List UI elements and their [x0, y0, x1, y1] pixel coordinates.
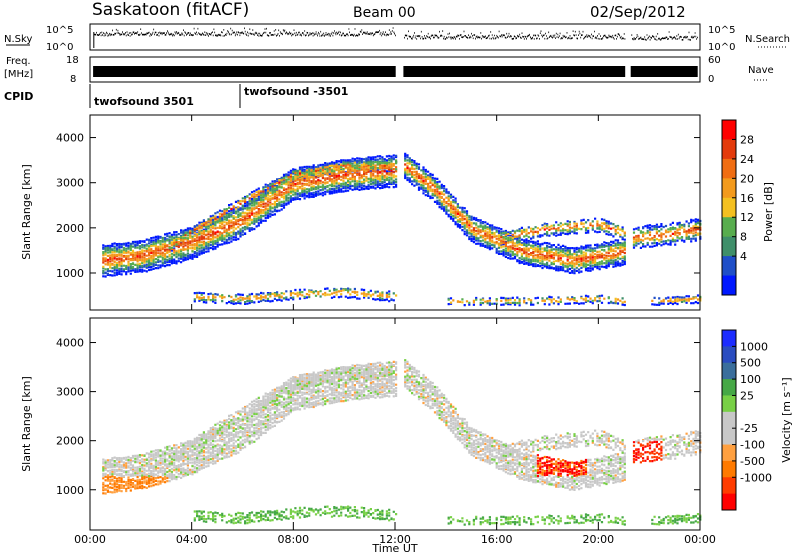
power-cbar-tick: 8: [740, 231, 747, 244]
range-tick-label: 4000: [56, 337, 84, 350]
velocity-cbar-tick: 500: [740, 357, 761, 370]
power-cbar-tick: 24: [740, 153, 754, 166]
range-tick-label: 1000: [56, 484, 84, 497]
power-ylabel: Slant Range [km]: [20, 164, 33, 260]
range-tick-label: 3000: [56, 177, 84, 190]
time-axis: 00:00 04:00 08:00 12:00 16:00 20:00 00:00: [74, 115, 716, 546]
time-tick-label: 20:00: [582, 533, 614, 546]
time-axis-label: Time UT: [371, 542, 417, 554]
figure-title: Saskatoon (fitACF): [92, 0, 249, 20]
power-cbar-label: Power [dB]: [762, 182, 775, 242]
freq-label: Freq.: [6, 56, 31, 67]
nave-label: Nave: [748, 65, 774, 76]
nsky-label: N.Sky: [4, 34, 32, 45]
nave-tick-bottom: 0: [708, 74, 714, 85]
nsearch-tick-top: 10^5: [708, 25, 735, 36]
range-tick-label: 2000: [56, 435, 84, 448]
velocity-cbar-tick: 25: [740, 389, 754, 402]
velocity-cbar-tick: -25: [740, 422, 758, 435]
time-tick-label: 00:00: [74, 533, 106, 546]
velocity-cbar-tick: 100: [740, 373, 761, 386]
time-tick-label: 08:00: [277, 533, 309, 546]
nsearch-label: N.Search: [745, 34, 790, 45]
velocity-cbar-label: Velocity [m s⁻¹]: [780, 377, 793, 462]
cpid-2: twofsound -3501: [244, 85, 348, 98]
nsky-tick-top: 10^5: [46, 25, 73, 36]
freq-unit: [MHz]: [4, 69, 33, 80]
cpid-label: CPID: [4, 90, 33, 103]
date-label: 02/Sep/2012: [590, 3, 686, 21]
time-tick-label: 00:00: [684, 533, 716, 546]
power-cbar-tick: 16: [740, 192, 754, 205]
power-cbar-tick: 4: [740, 250, 747, 263]
range-tick-label: 3000: [56, 386, 84, 399]
velocity-panel: 1000 2000 3000 4000 Slant Range [km] 1000 50…: [20, 317, 793, 531]
power-panel: 1000 2000 3000 4000 Slant Range [km] 28 24 20…: [20, 114, 775, 311]
freq-tick-bottom: 8: [70, 74, 76, 85]
nsky-tick-bottom: 10^0: [46, 42, 73, 53]
freq-panel: Freq. [MHz] 18 8 60 0 Nave: [4, 55, 774, 85]
velocity-cbar-tick: -100: [740, 439, 765, 452]
beam-label: Beam 00: [353, 5, 416, 21]
range-tick-label: 4000: [56, 132, 84, 145]
freq-tick-top: 18: [66, 55, 79, 66]
nsky-panel: N.Sky 10^5 10^0 10^5 10^0 N.Search: [4, 23, 790, 53]
cpid-row: CPID twofsound 3501 twofsound -3501: [4, 84, 348, 108]
range-tick-label: 1000: [56, 267, 84, 280]
velocity-cbar-tick: -1000: [740, 471, 772, 484]
power-cbar-tick: 20: [740, 172, 754, 185]
velocity-cbar-tick: -500: [740, 455, 765, 468]
nsearch-tick-bottom: 10^0: [708, 42, 735, 53]
velocity-cbar-tick: 1000: [740, 340, 768, 353]
power-cbar-tick: 12: [740, 211, 754, 224]
power-cbar-tick: 28: [740, 133, 754, 146]
cpid-1: twofsound 3501: [94, 95, 194, 108]
time-tick-label: 12:00: [379, 533, 411, 546]
time-tick-label: 04:00: [176, 533, 208, 546]
range-tick-label: 2000: [56, 222, 84, 235]
nave-tick-top: 60: [708, 55, 721, 66]
velocity-ylabel: Slant Range [km]: [20, 376, 33, 472]
time-tick-label: 16:00: [481, 533, 513, 546]
